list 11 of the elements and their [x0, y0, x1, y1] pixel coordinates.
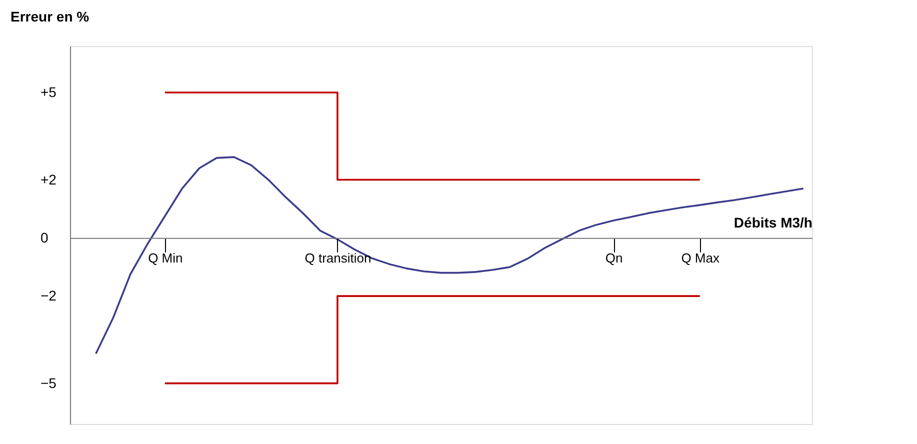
y-axis-title: Erreur en %: [10, 8, 90, 24]
x-tick-label: Q Min: [148, 250, 183, 266]
x-tick-label: Q transition: [304, 250, 372, 266]
x-axis-title: Débits M3/h: [734, 214, 812, 230]
y-tick-label: +5: [40, 84, 57, 100]
y-tick-label: 0: [40, 229, 48, 246]
x-tick-label: Q Max: [681, 250, 720, 266]
x-tick-label: Qn: [605, 250, 623, 266]
y-tick-label: −2: [40, 288, 57, 304]
y-tick-label: −5: [40, 374, 57, 391]
y-tick-label: +2: [40, 171, 57, 188]
